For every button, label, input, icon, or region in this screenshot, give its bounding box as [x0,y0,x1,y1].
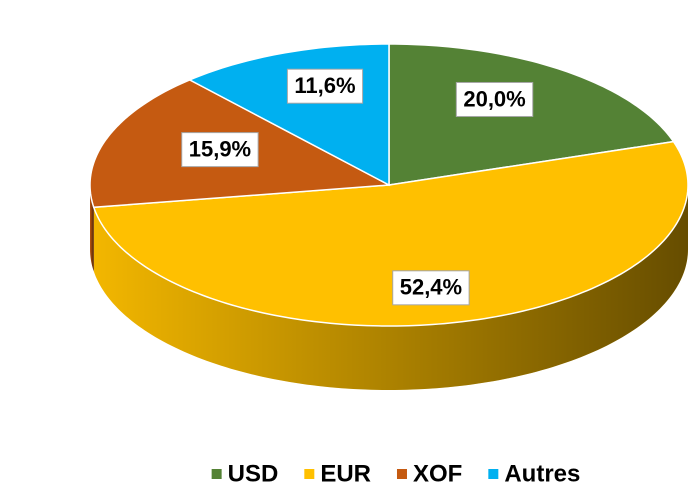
slice [92,140,689,327]
legend-label: Autres [504,460,580,487]
label-box [286,68,364,104]
data-label: 15,9% [181,132,259,168]
label-box [181,132,259,168]
label-text: 11,6% [294,73,355,98]
data-label: 20,0% [455,81,534,117]
legend-label: EUR [320,460,371,487]
legend-swatch [396,469,407,479]
label-text: 15,9% [189,136,251,161]
label-box [455,81,534,117]
legend-swatch [304,469,315,479]
label-box [392,270,470,306]
data-label: 52,4% [392,270,470,306]
label-text: 52,4% [400,275,462,300]
legend-label: XOF [413,460,462,487]
legend-swatch [211,469,222,479]
label-text: 20,0% [463,86,525,111]
legend-swatch [488,469,499,479]
slice-side-shade [93,185,689,390]
legend-label: USD [228,460,279,487]
legend: USD EUR XOF Autres [211,460,580,487]
data-label: 11,6% [286,68,364,104]
